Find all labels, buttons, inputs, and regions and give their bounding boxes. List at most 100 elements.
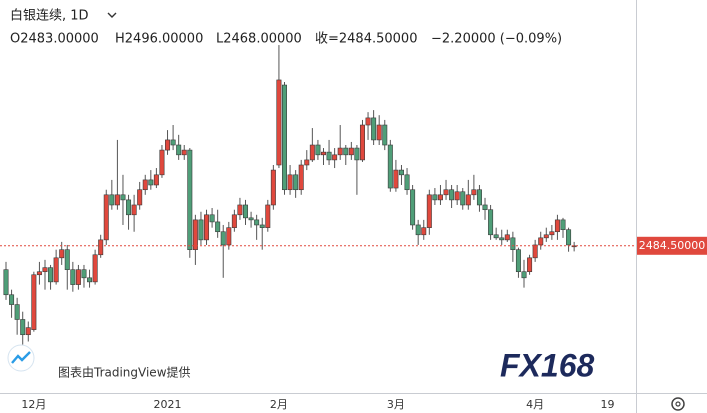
candle-body xyxy=(92,254,98,283)
candle-body xyxy=(137,189,143,206)
candle-body xyxy=(382,124,388,146)
candle-body xyxy=(31,274,37,330)
candle-body xyxy=(126,199,132,216)
candle-body xyxy=(460,191,466,206)
x-tick-label: 3月 xyxy=(387,398,405,411)
candle-body xyxy=(554,219,560,233)
candle-body xyxy=(304,159,310,166)
candle-body xyxy=(398,169,404,176)
candle-body xyxy=(404,174,410,191)
interval-chevron[interactable] xyxy=(107,12,117,18)
candle-body xyxy=(326,151,332,161)
chart-title[interactable]: 白银连续, 1D xyxy=(10,8,89,24)
candle-body xyxy=(566,229,572,246)
attribution[interactable]: 图表由TradingView提供 xyxy=(58,365,191,380)
candle-body xyxy=(426,194,432,228)
candle-body xyxy=(499,237,505,241)
x-tick-label: 19 xyxy=(601,398,615,411)
candle-body xyxy=(560,219,566,231)
candle-body xyxy=(265,204,271,228)
candle-body xyxy=(48,267,54,283)
candle-body xyxy=(538,237,544,246)
candle-body xyxy=(482,204,488,211)
candle-body xyxy=(248,217,254,221)
candle-body xyxy=(59,249,65,259)
candle-body xyxy=(9,294,15,305)
candle-body xyxy=(298,164,304,191)
x-tick-label: 4月 xyxy=(526,398,544,411)
watermark-logo: FX168 xyxy=(500,347,594,383)
candle-body xyxy=(231,214,237,228)
candle-body xyxy=(254,219,260,226)
candle-body xyxy=(153,174,159,186)
candle-body xyxy=(365,117,371,126)
candle-body xyxy=(449,189,455,201)
candle-body xyxy=(87,277,93,283)
candle-body xyxy=(371,117,377,141)
candle-body xyxy=(476,189,482,206)
candle-body xyxy=(20,319,26,336)
candle-body xyxy=(187,149,193,250)
last-price-tag xyxy=(637,236,707,255)
ohlc-change: −2.20000 (−0.09%) xyxy=(431,32,562,47)
candle-body xyxy=(315,144,321,156)
candle-body xyxy=(131,204,137,216)
ohlc-close: 收=2484.50000 xyxy=(315,32,417,47)
candle-body xyxy=(42,267,48,273)
candle-body xyxy=(142,179,148,191)
candle-body xyxy=(176,144,182,156)
candle-body xyxy=(521,271,527,279)
x-tick-label: 2021 xyxy=(154,398,182,411)
candle-body xyxy=(98,239,104,256)
candle-body xyxy=(276,79,282,166)
candle-body xyxy=(36,271,42,276)
candle-body xyxy=(465,194,471,206)
candle-body xyxy=(25,327,31,336)
ohlc-high: H2496.00000 xyxy=(115,32,203,47)
candle-body xyxy=(515,249,521,273)
candle-body xyxy=(354,147,360,161)
candle-body xyxy=(432,194,438,201)
candle-body xyxy=(220,231,226,246)
settings-icon[interactable] xyxy=(671,397,685,411)
candle-body xyxy=(332,154,338,161)
candle-body xyxy=(549,231,555,236)
candles xyxy=(3,45,577,345)
x-tick-label: 2月 xyxy=(270,398,288,411)
candle-body xyxy=(259,224,265,228)
candle-body xyxy=(209,214,215,223)
x-tick-label: 12月 xyxy=(21,398,46,411)
candle-body xyxy=(181,149,187,156)
candle-body xyxy=(343,147,349,156)
candle-body xyxy=(270,169,276,206)
candle-body xyxy=(114,194,120,206)
candle-body xyxy=(226,227,232,246)
candle-body xyxy=(165,139,171,151)
candle-body xyxy=(237,204,243,216)
ohlc-low: L2468.00000 xyxy=(216,32,302,47)
candle-body xyxy=(148,179,154,186)
candle-body xyxy=(504,234,510,241)
last-price-label: 2484.50000 xyxy=(639,239,705,252)
ohlc-open: O2483.00000 xyxy=(10,32,99,47)
candle-body xyxy=(471,189,477,196)
candle-body xyxy=(359,124,365,161)
tv-logo-mark xyxy=(11,351,31,364)
gear-hub xyxy=(675,401,681,407)
candle-body xyxy=(198,219,204,241)
candle-body xyxy=(287,174,293,191)
candle-body xyxy=(243,204,249,219)
candle-body xyxy=(170,139,176,146)
candle-body xyxy=(75,269,81,285)
candle-body xyxy=(14,304,20,320)
candle-body xyxy=(443,189,449,196)
candle-body xyxy=(532,244,538,259)
candle-body xyxy=(293,174,299,191)
candle-body xyxy=(120,194,126,201)
candle-body xyxy=(3,269,9,296)
candle-body xyxy=(376,124,382,141)
candle-body xyxy=(215,221,221,233)
candle-body xyxy=(109,194,115,206)
candle-body xyxy=(320,151,326,156)
